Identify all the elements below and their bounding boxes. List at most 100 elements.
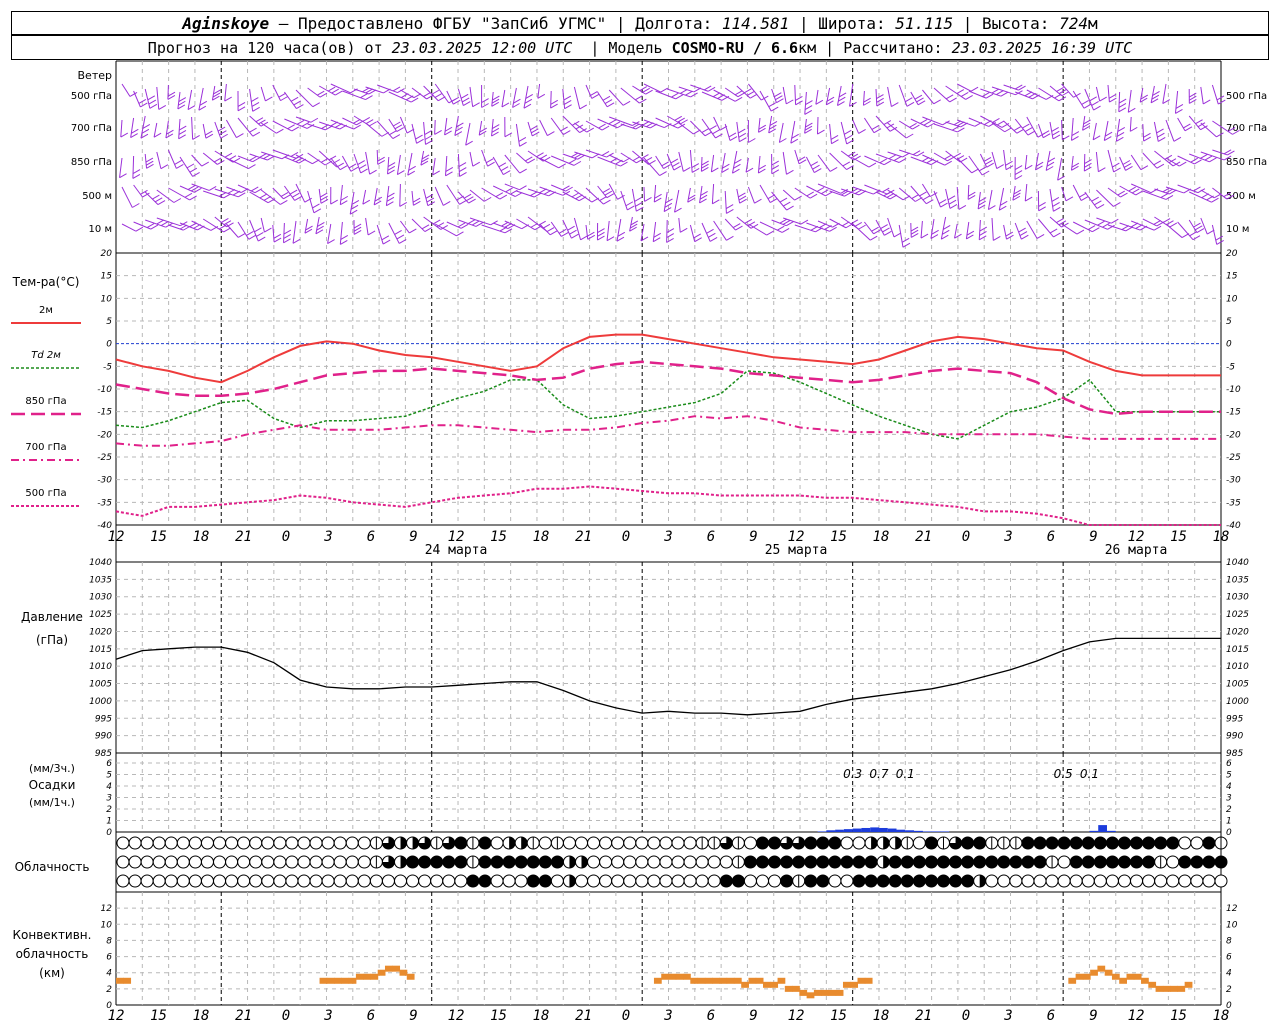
wind-barb-flag bbox=[291, 126, 300, 132]
wind-barb-flag bbox=[888, 154, 897, 160]
wind-barb-flag bbox=[199, 100, 208, 106]
wind-barb bbox=[1049, 85, 1063, 97]
wind-barb-flag bbox=[601, 151, 610, 156]
wind-barb bbox=[562, 153, 578, 160]
wind-barb bbox=[666, 153, 675, 171]
wind-barb-flag bbox=[562, 190, 571, 196]
wind-barb bbox=[573, 217, 582, 240]
wind-barb bbox=[423, 216, 442, 230]
precip-tick-right: 5 bbox=[1226, 771, 1232, 781]
wind-barb-flag bbox=[744, 88, 752, 94]
wind-barb-flag bbox=[1005, 165, 1014, 171]
wind-barb-flag bbox=[483, 196, 492, 202]
wind-barb-flag bbox=[709, 236, 718, 242]
wind-barb bbox=[387, 156, 390, 175]
wind-barb-flag bbox=[500, 166, 509, 172]
wind-barb bbox=[330, 157, 341, 171]
cloud-circle bbox=[852, 874, 866, 888]
wind-barb bbox=[191, 116, 194, 140]
wind-barb-flag bbox=[251, 97, 259, 102]
wind-barb-flag bbox=[396, 127, 404, 132]
wind-barb-flag bbox=[327, 86, 336, 92]
wind-barb-flag bbox=[547, 131, 555, 137]
wind-barb-flag bbox=[707, 86, 716, 92]
cloud-circle bbox=[780, 874, 794, 888]
wind-barb bbox=[411, 218, 426, 232]
wind-barb-flag bbox=[283, 238, 291, 244]
cloud-circle bbox=[176, 874, 190, 888]
wind-barb bbox=[562, 115, 581, 133]
wind-barb-flag bbox=[893, 156, 902, 162]
cloud-circle bbox=[611, 874, 625, 888]
wind-barb-flag bbox=[481, 103, 489, 108]
wind-barb bbox=[1026, 116, 1039, 138]
wind-barb-flag bbox=[367, 230, 376, 236]
wind-barb-flag bbox=[901, 237, 910, 243]
cloud-circle bbox=[647, 874, 661, 888]
wind-barb-flag bbox=[882, 227, 890, 233]
wind-barb bbox=[516, 190, 535, 198]
wind-barb-flag bbox=[431, 89, 440, 95]
conv-segment bbox=[777, 977, 786, 984]
time-tick-label: 6 bbox=[707, 529, 715, 545]
wind-barb bbox=[837, 85, 842, 106]
cloud-circle bbox=[924, 836, 938, 850]
wind-barb bbox=[481, 224, 506, 234]
wind-barb bbox=[816, 116, 819, 135]
wind-barb-flag bbox=[712, 129, 720, 135]
temp-series-4 bbox=[115, 485, 1221, 526]
wind-barb-flag bbox=[728, 132, 737, 138]
wind-barb bbox=[376, 224, 384, 245]
cloud-circle bbox=[840, 836, 854, 850]
precip-bar bbox=[861, 827, 871, 832]
wind-barb-flag bbox=[666, 233, 675, 238]
temp-legend-label: 700 гПа bbox=[25, 442, 66, 453]
wind-barb-flag bbox=[978, 200, 986, 206]
wind-barb-flag bbox=[1131, 188, 1140, 194]
wind-barb-flag bbox=[873, 128, 882, 134]
wind-barb bbox=[806, 185, 826, 197]
cloud-circle bbox=[285, 855, 299, 869]
wind-barb-flag bbox=[922, 195, 931, 201]
wind-barb bbox=[307, 152, 326, 166]
time-tick-label: 15 bbox=[830, 529, 847, 545]
wind-barb-flag bbox=[949, 97, 957, 103]
cloud-circle bbox=[1021, 874, 1035, 888]
wind-barb-flag bbox=[451, 96, 460, 102]
wind-barb bbox=[1118, 91, 1121, 112]
wind-barb-flag bbox=[166, 129, 174, 135]
wind-barb-flag bbox=[536, 152, 544, 158]
wind-barb-flag bbox=[981, 170, 990, 176]
time-tick-label: 18 bbox=[873, 529, 890, 545]
wind-barb-flag bbox=[1076, 229, 1085, 235]
wind-barb bbox=[156, 151, 162, 169]
wind-barb-flag bbox=[236, 133, 244, 139]
wind-barb-flag bbox=[661, 161, 669, 167]
temp-tick-right: -10 bbox=[1226, 385, 1241, 395]
wind-barb-flag bbox=[460, 223, 469, 229]
wind-barb bbox=[1153, 121, 1159, 142]
wind-barb bbox=[782, 86, 787, 104]
wind-barb-flag bbox=[748, 138, 756, 143]
wind-barb bbox=[179, 185, 195, 193]
wind-barb-flag bbox=[1052, 201, 1060, 207]
wind-barb bbox=[1142, 218, 1158, 227]
wind-barb bbox=[887, 189, 904, 201]
cloud-circle bbox=[1069, 836, 1083, 850]
wind-barb-flag bbox=[186, 163, 195, 169]
wind-barb-flag bbox=[531, 128, 539, 134]
wind-barb-flag bbox=[413, 200, 421, 206]
wind-barb-flag bbox=[1109, 97, 1117, 103]
wind-barb bbox=[295, 116, 312, 123]
wind-barb-flag bbox=[475, 221, 484, 227]
wind-barb-flag bbox=[305, 225, 313, 231]
wind-barb-flag bbox=[187, 185, 196, 190]
conv-segment bbox=[770, 981, 779, 988]
wind-barb bbox=[527, 121, 533, 137]
cloud-circle bbox=[1033, 836, 1047, 850]
wind-barb bbox=[388, 118, 398, 132]
time-tick-label: 0 bbox=[622, 529, 630, 545]
cloud-circle bbox=[273, 874, 287, 888]
time-tick-label: 15 bbox=[150, 529, 167, 545]
conv-segment bbox=[842, 981, 851, 988]
